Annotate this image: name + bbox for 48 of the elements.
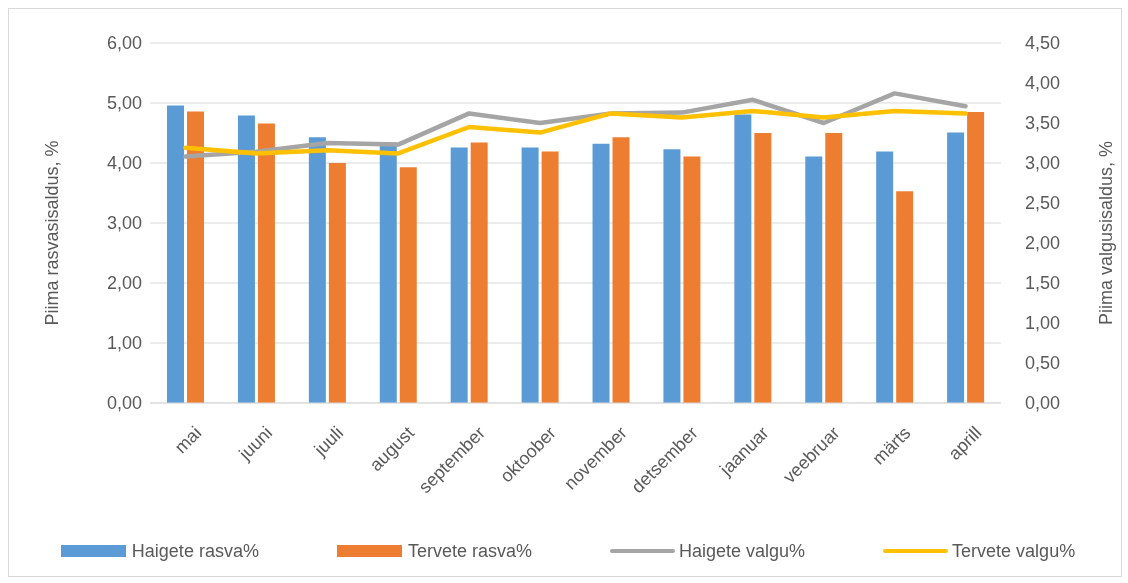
bar [754,133,772,403]
bar [947,132,965,403]
y2-tick-label: 1,00 [1025,313,1061,334]
y-tick-label: 6,00 [106,33,142,54]
bar [257,123,275,403]
bar [521,147,539,403]
bar [308,137,326,403]
bar [663,149,681,403]
line-series [183,108,968,156]
x-tick-label: mai [170,422,206,458]
bar [470,142,488,403]
y2-tick-label: 3,50 [1025,113,1061,134]
y-tick-label: 4,00 [106,153,142,174]
bar [967,112,985,403]
legend-label: Haigete rasva% [131,540,259,562]
bar [734,114,752,403]
y-tick-label: 1,00 [106,333,142,354]
y2-tick-label: 3,00 [1025,153,1061,174]
y-axis-title: Piima rasvasisaldus, % [42,140,62,326]
bar [167,105,185,403]
bar [612,137,630,403]
y-tick-label: 3,00 [106,213,142,234]
bar [328,163,346,403]
bar [187,111,205,403]
y2-tick-label: 0,50 [1025,353,1061,374]
bar [876,151,894,403]
y2-tick-label: 4,50 [1025,33,1061,54]
bar [450,147,468,403]
y-tick-label: 5,00 [106,93,142,114]
y2-tick-label: 1,50 [1025,273,1061,294]
y2-tick-label: 2,50 [1025,193,1061,214]
legend-label: Haigete valgu% [678,540,806,562]
bar [805,156,823,403]
legend-label: Tervete rasva% [407,540,532,562]
y2-tick-label: 4,00 [1025,73,1061,94]
bar [237,115,255,403]
y2-tick-label: 0,00 [1025,393,1061,414]
bar [683,156,701,403]
bar [896,191,914,403]
y-tick-label: 2,00 [106,273,142,294]
bar [825,133,843,403]
y2-tick-label: 2,00 [1025,233,1061,254]
bar [541,151,559,403]
y-tick-label: 0,00 [106,393,142,414]
legend-label: Tervete valgu% [952,540,1076,562]
y2-axis-title: Piima valgusisaldus, % [1096,140,1116,326]
bar [399,167,417,403]
bar [592,143,610,403]
